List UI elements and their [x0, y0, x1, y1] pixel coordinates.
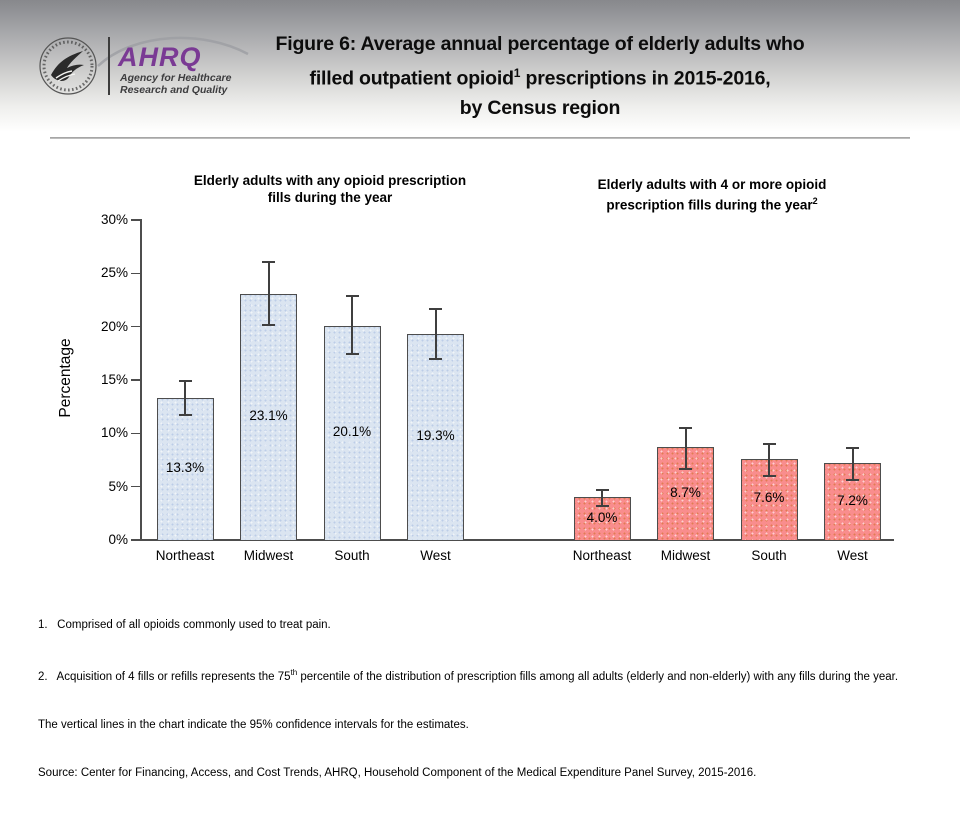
ahrq-tagline: Agency for Healthcare Research and Quali…	[120, 72, 231, 96]
value-label: 13.3%	[165, 460, 205, 476]
footnote-2-post: percentile of the distribution of prescr…	[297, 670, 899, 683]
category-label: South	[334, 548, 370, 563]
left-chart-title: Elderly adults with any opioid prescript…	[150, 172, 510, 206]
y-axis-line	[140, 219, 142, 540]
value-label: 8.7%	[670, 484, 701, 500]
figure-title: Figure 6: Average annual percentage of e…	[190, 30, 890, 123]
figure-title-line2-post: prescriptions in 2015-2016,	[520, 67, 771, 90]
footnote-2: 2. Acquisition of 4 fills or refills rep…	[38, 665, 938, 685]
figure-title-line2: filled outpatient opioid1 prescriptions …	[190, 59, 890, 94]
y-tick-mark	[131, 539, 141, 541]
source-note: Source: Center for Financing, Access, an…	[38, 766, 757, 779]
error-bar-cap-top	[762, 443, 776, 445]
plot-area: 0% 5% 10% 15% 20% 25% 30% 13.3% Northeast 23.1% Mi…	[100, 212, 881, 563]
category-label: Midwest	[243, 548, 294, 563]
error-bar-cap-top	[595, 488, 609, 491]
error-bar-cap-top	[679, 427, 692, 429]
y-tick-mark	[131, 485, 141, 488]
figure-title-line3: by Census region	[459, 96, 621, 119]
error-bar-line	[267, 261, 270, 325]
left-chart-title-line2: fills during the year	[267, 190, 393, 205]
error-bar-line	[768, 444, 770, 476]
footnote-2-superscript: th	[290, 668, 298, 677]
ahrq-wordmark: AHRQ	[118, 42, 202, 72]
y-tick-mark	[131, 379, 141, 381]
category-label: Midwest	[660, 548, 711, 563]
error-bar-cap-bottom	[595, 504, 609, 507]
y-tick-label: 25%	[100, 265, 128, 281]
error-bar-cap-bottom	[846, 479, 859, 482]
error-bar-cap-top	[846, 447, 859, 450]
error-bar-cap-bottom	[262, 323, 275, 326]
y-tick-label: 0%	[108, 532, 128, 547]
slide: AHRQ Agency for Healthcare Research and …	[0, 0, 960, 779]
ahrq-tagline-line1: Agency for Healthcare	[120, 72, 232, 84]
error-bar-cap-bottom	[345, 353, 359, 356]
y-tick-label: 10%	[100, 425, 128, 441]
error-bar-line	[684, 428, 687, 469]
category-label: Northeast	[572, 548, 632, 563]
error-bar-cap-top	[345, 294, 359, 297]
error-bar-cap-top	[178, 380, 192, 383]
y-tick-label: 15%	[100, 372, 128, 387]
bar-any-fills-midwest	[240, 293, 297, 541]
figure-title-line1: Figure 6: Average annual percentage of e…	[275, 33, 805, 55]
right-chart-title-line2: prescription fills during the year	[606, 197, 813, 213]
category-label: West	[420, 548, 451, 563]
y-tick-label: 30%	[100, 212, 128, 227]
error-bar-line	[851, 448, 854, 481]
value-label: 20.1%	[332, 423, 372, 439]
logo-separator	[108, 37, 110, 95]
hhs-eagle-seal-icon	[39, 37, 97, 95]
y-tick-mark	[131, 219, 141, 221]
bar-any-fills-northeast	[156, 398, 214, 541]
y-tick-label: 20%	[100, 318, 128, 334]
right-chart-title-superscript2: 2	[812, 196, 818, 206]
header-divider	[50, 137, 910, 139]
value-label: 7.6%	[753, 490, 785, 506]
footnotes: 1. Comprised of all opioids commonly use…	[38, 585, 938, 813]
error-bar-cap-top	[429, 307, 442, 310]
error-bar-line	[184, 381, 186, 416]
left-chart-title-line1: Elderly adults with any opioid prescript…	[193, 173, 467, 188]
y-tick-mark	[131, 325, 141, 328]
bar-any-fills-south	[323, 325, 381, 541]
category-label: Northeast	[155, 548, 215, 563]
figure-title-superscript1: 1	[513, 66, 521, 80]
error-bar-line	[351, 295, 353, 355]
right-chart-title-line1: Elderly adults with 4 or more opioid	[597, 177, 827, 192]
y-tick-mark	[131, 432, 141, 435]
error-bar-cap-top	[262, 260, 275, 263]
error-bar-line	[434, 308, 437, 359]
error-bar-cap-bottom	[762, 475, 776, 477]
error-bar-cap-bottom	[178, 414, 192, 417]
confidence-interval-note: The vertical lines in the chart indicate…	[38, 718, 469, 731]
category-label: South	[751, 548, 787, 563]
error-bar-line	[601, 489, 603, 506]
footnote-1: 1. Comprised of all opioids commonly use…	[38, 619, 331, 631]
error-bar-cap-bottom	[429, 357, 442, 360]
value-label: 19.3%	[416, 428, 455, 444]
error-bar-cap-bottom	[679, 467, 692, 470]
figure-title-line2-pre: filled outpatient opioid	[309, 67, 514, 90]
value-label: 23.1%	[249, 407, 288, 423]
ahrq-tagline-line2: Research and Quality	[120, 84, 228, 96]
y-tick-mark	[131, 272, 141, 275]
x-axis-line	[140, 539, 894, 541]
right-chart-title: Elderly adults with 4 or more opioid pre…	[533, 176, 891, 214]
category-label: West	[837, 548, 868, 563]
value-label: 4.0%	[586, 509, 618, 525]
footnote-2-pre: 2. Acquisition of 4 fills or refills rep…	[38, 670, 291, 683]
y-tick-label: 5%	[108, 478, 128, 494]
value-label: 7.2%	[837, 492, 868, 508]
ahrq-logo: AHRQ Agency for Healthcare Research and …	[36, 34, 266, 100]
bar-any-fills-west	[407, 334, 464, 541]
